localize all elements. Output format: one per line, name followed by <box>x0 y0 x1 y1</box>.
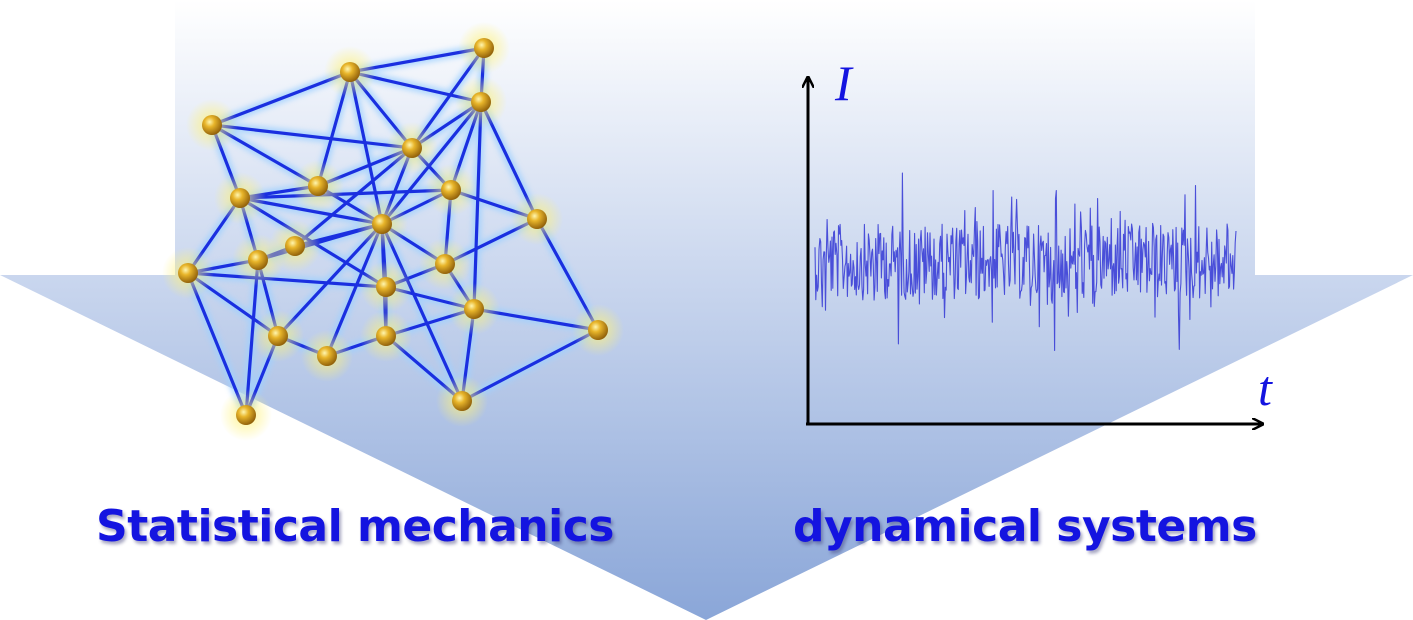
network-node <box>452 391 472 411</box>
network-node <box>471 92 491 112</box>
noisy-signal-icon: I t <box>806 55 1273 424</box>
dynamical-systems-label: dynamical systems <box>793 501 1257 552</box>
network-node <box>248 250 268 270</box>
network-edge <box>210 123 414 150</box>
network-node <box>372 214 392 234</box>
network-node <box>308 176 328 196</box>
network-edge <box>472 100 483 311</box>
network-node <box>527 209 547 229</box>
network-node <box>340 62 360 82</box>
network-node <box>178 263 198 283</box>
network-node <box>376 277 396 297</box>
network-edge <box>238 188 453 200</box>
network-node <box>202 115 222 135</box>
network-node <box>230 188 250 208</box>
network-edge <box>186 271 388 289</box>
network-graph-icon <box>162 22 624 441</box>
network-node <box>376 326 396 346</box>
network-node <box>268 326 288 346</box>
signal-trace <box>814 172 1237 352</box>
network-node <box>441 180 461 200</box>
network-node <box>285 236 305 256</box>
network-node <box>317 346 337 366</box>
network-node <box>236 405 256 425</box>
network-node <box>402 138 422 158</box>
network-node <box>588 320 608 340</box>
network-node <box>435 254 455 274</box>
network-node <box>464 299 484 319</box>
statistical-mechanics-label: Statistical mechanics <box>96 501 614 552</box>
y-axis-label: I <box>834 55 854 111</box>
network-node <box>474 38 494 58</box>
network-edge <box>380 222 464 403</box>
x-axis-label: t <box>1258 360 1273 416</box>
